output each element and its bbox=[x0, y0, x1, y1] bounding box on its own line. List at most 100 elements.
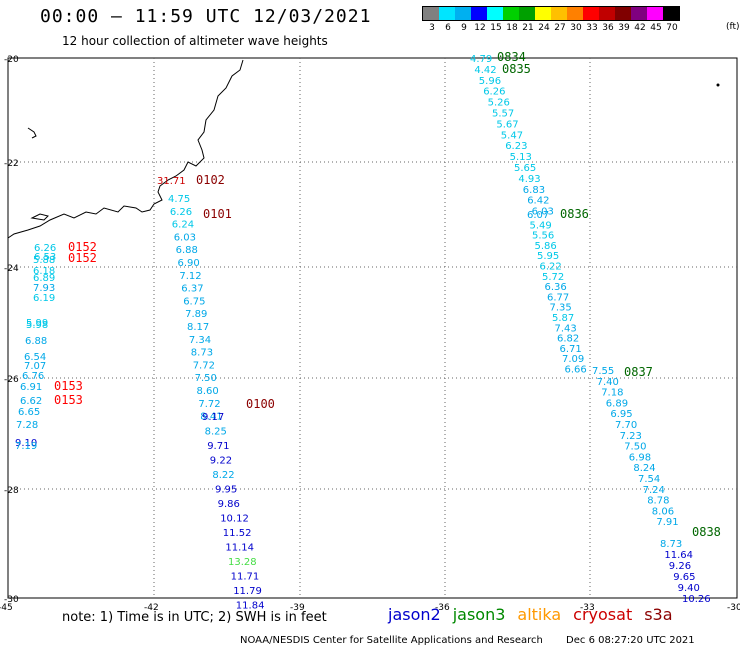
lat-label: -26 bbox=[4, 375, 19, 385]
wave-height-label: 11.64 bbox=[664, 550, 693, 561]
wave-height-label: 6.54 bbox=[24, 352, 46, 363]
wave-height-label: 13.28 bbox=[228, 557, 257, 568]
credit-org: NOAA/NESDIS Center for Satellite Applica… bbox=[240, 635, 543, 646]
pass-id-label: 0834 bbox=[497, 50, 526, 64]
wave-height-label: 8.73 bbox=[660, 539, 682, 550]
wave-height-label: 7.93 bbox=[33, 283, 55, 294]
wave-height-label: 6.62 bbox=[20, 396, 42, 407]
wave-height-label: 6.36 bbox=[545, 282, 567, 293]
wave-height-label: 9.71 bbox=[207, 441, 229, 452]
wave-height-label: 9.95 bbox=[215, 485, 237, 496]
wave-height-label: 5.98 bbox=[26, 320, 48, 331]
legend-swatch bbox=[471, 7, 487, 20]
legend-label: 30 bbox=[570, 23, 582, 33]
wave-height-label: 6.71 bbox=[560, 344, 582, 355]
wave-height-label: 4.42 bbox=[474, 65, 496, 76]
satellite-s3a: s3a bbox=[644, 605, 673, 624]
legend-label: 24 bbox=[538, 23, 550, 33]
legend-label: 45 bbox=[650, 23, 662, 33]
wave-height-label: 9.10 bbox=[15, 438, 37, 449]
legend-label: 42 bbox=[634, 23, 646, 33]
wave-height-label: 6.91 bbox=[20, 382, 42, 393]
legend-swatch bbox=[647, 7, 663, 20]
wave-height-label: 6.19 bbox=[33, 293, 55, 304]
wave-height-label: 6.77 bbox=[547, 292, 569, 303]
wave-height-label: 6.26 bbox=[34, 243, 56, 254]
wave-height-label: 5.72 bbox=[542, 272, 564, 283]
legend-color-bar bbox=[422, 6, 680, 21]
legend-swatch bbox=[487, 7, 503, 20]
wave-height-label: 6.24 bbox=[172, 220, 194, 231]
wave-height-label: 8.73 bbox=[191, 348, 213, 359]
legend-unit: (ft) bbox=[726, 22, 740, 32]
wave-height-label: 31.71 bbox=[157, 176, 186, 187]
wave-height-label: 11.84 bbox=[236, 601, 265, 612]
wave-height-label: 6.26 bbox=[483, 87, 505, 98]
wave-height-label: 7.18 bbox=[601, 388, 623, 399]
lon-label: -45 bbox=[0, 603, 13, 613]
wave-height-label: 9.86 bbox=[218, 499, 240, 510]
wave-height-label: 6.66 bbox=[565, 365, 587, 376]
wave-height-label: 11.71 bbox=[231, 572, 260, 583]
legend-label: 27 bbox=[554, 23, 566, 33]
island-outline bbox=[30, 213, 49, 221]
wave-height-label: 7.28 bbox=[16, 420, 38, 431]
footer-note: note: 1) Time is in UTC; 2) SWH is in fe… bbox=[62, 610, 327, 625]
legend-swatch bbox=[551, 7, 567, 20]
wave-height-label: 5.49 bbox=[530, 220, 552, 231]
legend-swatch bbox=[615, 7, 631, 20]
wave-height-label: 7.09 bbox=[562, 354, 584, 365]
satellite-legend: jason2 jason3 altika cryosat s3a bbox=[388, 605, 685, 624]
legend-label: 18 bbox=[506, 23, 518, 33]
page-subtitle: 12 hour collection of altimeter wave hei… bbox=[62, 34, 328, 48]
legend-label: 36 bbox=[602, 23, 614, 33]
legend-label: 70 bbox=[666, 23, 678, 33]
credit-timestamp: Dec 6 08:27:20 UTC 2021 bbox=[566, 635, 695, 646]
color-legend: 3 6 9 12 15 18 21 24 27 30 33 36 39 42 45 70 (ft) bbox=[422, 6, 740, 33]
wave-height-label: 7.24 bbox=[643, 485, 665, 496]
lon-label: -33 bbox=[580, 603, 595, 613]
wave-height-label: 6.75 bbox=[183, 296, 205, 307]
island-dot bbox=[716, 83, 720, 87]
wave-height-label: 5.47 bbox=[501, 130, 523, 141]
wave-height-label: 6.26 bbox=[170, 207, 192, 218]
wave-height-label: 6.90 bbox=[178, 258, 200, 269]
wave-height-label: 6.03 bbox=[532, 207, 554, 218]
wave-height-label: 7.35 bbox=[550, 303, 572, 314]
wave-height-label: 8.22 bbox=[212, 470, 234, 481]
wave-height-label: 6.83 bbox=[523, 185, 545, 196]
legend-label: 3 bbox=[429, 23, 435, 33]
pass-id-label: 0837 bbox=[624, 365, 653, 379]
wave-height-label: 8.25 bbox=[205, 427, 227, 438]
wave-height-label: 6.76 bbox=[22, 371, 44, 382]
wave-height-label: 8.06 bbox=[652, 506, 674, 517]
wave-height-label: 6.53 bbox=[34, 252, 56, 263]
wave-height-label: 5.86 bbox=[535, 241, 557, 252]
wave-height-label: 8.78 bbox=[647, 496, 669, 507]
wave-height-label: 5.96 bbox=[479, 76, 501, 87]
wave-height-label: 9.26 bbox=[669, 561, 691, 572]
lon-label: -39 bbox=[290, 603, 305, 613]
wave-height-label: 10.12 bbox=[220, 514, 249, 525]
wave-height-label: 7.70 bbox=[615, 420, 637, 431]
legend-swatch bbox=[503, 7, 519, 20]
pass-id-label: 0153 bbox=[54, 393, 83, 407]
wave-height-label: 8.60 bbox=[197, 386, 219, 397]
wave-height-label: 4.93 bbox=[518, 174, 540, 185]
wave-height-label: 6.42 bbox=[527, 196, 549, 207]
wave-height-label: 9.65 bbox=[673, 572, 695, 583]
legend-label: 33 bbox=[586, 23, 598, 33]
wave-height-label: 6.89 bbox=[33, 273, 55, 284]
legend-swatch bbox=[535, 7, 551, 20]
pass-id-label: 0102 bbox=[196, 173, 225, 187]
wave-height-label: 6.88 bbox=[176, 245, 198, 256]
pass-id-label: 0836 bbox=[560, 207, 589, 221]
wave-height-label: 7.12 bbox=[179, 271, 201, 282]
legend-swatch bbox=[423, 7, 439, 20]
wave-height-label: 11.52 bbox=[223, 528, 252, 539]
wave-height-label: 9.17 bbox=[202, 412, 224, 423]
wave-height-label: 11.14 bbox=[225, 543, 254, 554]
lon-label: -30 bbox=[727, 603, 740, 613]
pass-id-label: 0101 bbox=[203, 207, 232, 221]
